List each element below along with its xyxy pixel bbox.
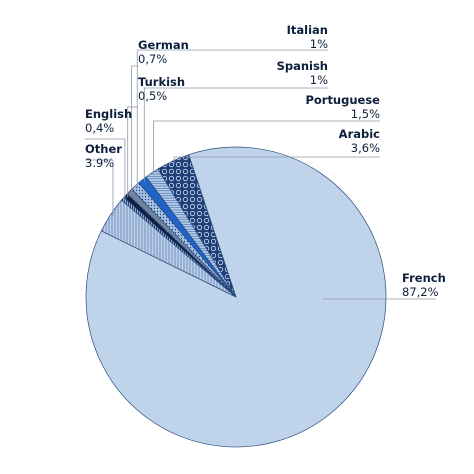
- slice-value-portuguese: 1,5%: [351, 107, 380, 121]
- leader-line-english: [85, 138, 126, 201]
- leader-line-german: [131, 65, 138, 194]
- slice-value-italian: 1%: [310, 37, 328, 51]
- slice-value-other: 3.9%: [85, 156, 114, 170]
- slice-value-turkish: 0,5%: [138, 89, 167, 103]
- leader-line-other: [85, 159, 114, 217]
- leader-line-turkish: [127, 106, 138, 198]
- slice-value-french: 87,2%: [402, 285, 439, 299]
- leader-line-arabic: [173, 156, 380, 164]
- slice-value-arabic: 3,6%: [351, 141, 380, 155]
- slice-label-english: English: [85, 107, 132, 121]
- pie-slice-arabic: [157, 154, 237, 298]
- slice-value-spanish: 1%: [310, 73, 328, 87]
- slice-label-other: Other: [85, 142, 122, 156]
- slice-value-german: 0,7%: [138, 52, 167, 66]
- slice-value-english: 0,4%: [85, 121, 114, 135]
- slice-label-turkish: Turkish: [138, 75, 185, 89]
- slice-label-spanish: Spanish: [277, 59, 328, 73]
- slice-label-german: German: [138, 38, 189, 52]
- leader-line-portuguese: [153, 120, 380, 176]
- slice-label-italian: Italian: [287, 23, 328, 37]
- leader-line-italian: [136, 49, 328, 189]
- slice-label-arabic: Arabic: [339, 127, 381, 141]
- leader-line-spanish: [143, 87, 328, 183]
- slice-label-portuguese: Portuguese: [305, 93, 380, 107]
- slice-label-french: French: [402, 271, 446, 285]
